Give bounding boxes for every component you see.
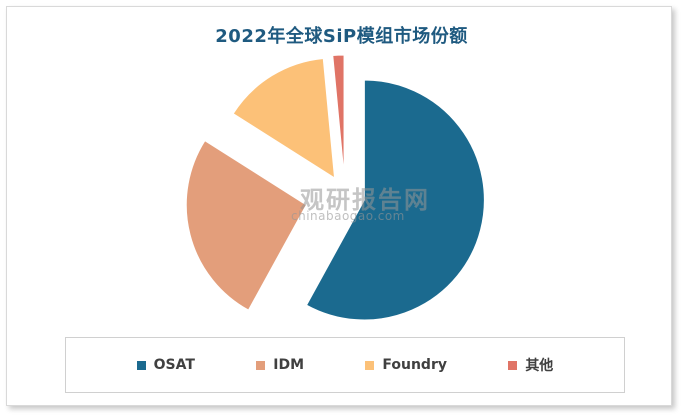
legend-swatch-foundry [365, 360, 375, 370]
legend-item-idm: IDM [256, 357, 304, 373]
watermark-url: chinabaogao.com [291, 209, 405, 223]
pie-slice-osat [305, 79, 485, 321]
pie-slice-foundry [232, 57, 336, 179]
legend-label-osat: OSAT [153, 357, 195, 373]
chart-title: 2022年全球SiP模组市场份额 [215, 26, 468, 47]
pie-slice-idm [185, 139, 307, 311]
pie-slice-other [332, 54, 345, 176]
legend-swatch-osat [136, 360, 146, 370]
legend: OSAT IDM Foundry 其他 [65, 337, 625, 393]
legend-label-other: 其他 [525, 358, 554, 374]
legend-item-osat: OSAT [136, 357, 195, 373]
legend-label-foundry: Foundry [382, 357, 447, 373]
legend-label-idm: IDM [273, 357, 305, 373]
legend-swatch-other [508, 360, 518, 370]
legend-item-other: 其他 [508, 355, 553, 375]
watermark-text: 观研报告网 [300, 186, 430, 214]
legend-item-foundry: Foundry [365, 357, 447, 373]
legend-swatch-idm [256, 360, 266, 370]
